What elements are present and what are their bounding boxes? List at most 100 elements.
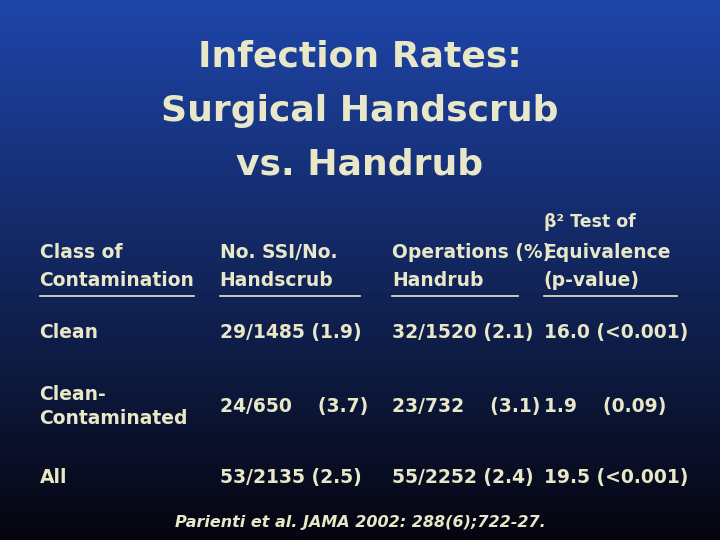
Bar [0, 347, 720, 349]
Bar [0, 443, 720, 444]
Bar [0, 223, 720, 225]
Bar [0, 464, 720, 466]
Bar [0, 358, 720, 360]
Bar [0, 313, 720, 315]
Bar [0, 50, 720, 52]
Bar [0, 522, 720, 524]
Bar [0, 369, 720, 371]
Bar [0, 444, 720, 447]
Bar [0, 282, 720, 285]
Bar [0, 72, 720, 74]
Bar [0, 171, 720, 173]
Bar [0, 108, 720, 110]
Bar [0, 511, 720, 513]
Text: Operations (%): Operations (%) [392, 243, 552, 262]
Bar [0, 238, 720, 239]
Bar [0, 113, 720, 115]
Bar [0, 320, 720, 322]
Text: Contamination: Contamination [40, 271, 194, 291]
Bar [0, 538, 720, 540]
Bar [0, 454, 720, 455]
Bar [0, 214, 720, 216]
Bar [0, 11, 720, 12]
Bar [0, 420, 720, 421]
Bar [0, 124, 720, 126]
Bar [0, 374, 720, 376]
Bar [0, 403, 720, 405]
Bar [0, 331, 720, 333]
Bar [0, 103, 720, 104]
Bar [0, 194, 720, 196]
Bar [0, 304, 720, 306]
Bar [0, 130, 720, 131]
Bar [0, 412, 720, 414]
Bar [0, 272, 720, 274]
Bar [0, 18, 720, 20]
Text: All: All [40, 468, 67, 488]
Bar [0, 299, 720, 301]
Bar [0, 491, 720, 493]
Bar [0, 407, 720, 409]
Bar [0, 193, 720, 194]
Text: (p-value): (p-value) [544, 271, 639, 291]
Bar [0, 76, 720, 77]
Bar [0, 112, 720, 113]
Bar [0, 457, 720, 459]
Bar [0, 479, 720, 481]
Text: β² Test of: β² Test of [544, 213, 635, 232]
Bar [0, 430, 720, 432]
Bar [0, 441, 720, 443]
Bar [0, 83, 720, 85]
Bar [0, 306, 720, 308]
Bar [0, 268, 720, 270]
Bar [0, 79, 720, 81]
Bar [0, 356, 720, 358]
Bar [0, 228, 720, 231]
Text: vs. Handrub: vs. Handrub [236, 148, 484, 181]
Bar [0, 123, 720, 124]
Text: 16.0 (<0.001): 16.0 (<0.001) [544, 322, 688, 342]
Bar [0, 167, 720, 169]
Bar [0, 439, 720, 441]
Bar [0, 502, 720, 504]
Bar [0, 427, 720, 428]
Bar [0, 394, 720, 396]
Bar [0, 336, 720, 339]
Bar [0, 529, 720, 531]
Bar [0, 66, 720, 69]
Bar [0, 344, 720, 346]
Bar [0, 110, 720, 112]
Bar [0, 524, 720, 525]
Bar [0, 191, 720, 193]
Bar [0, 349, 720, 351]
Text: 24/650    (3.7): 24/650 (3.7) [220, 397, 368, 416]
Bar [0, 29, 720, 31]
Bar [0, 322, 720, 324]
Bar [0, 434, 720, 436]
Bar [0, 142, 720, 144]
Bar [0, 317, 720, 319]
Bar [0, 120, 720, 123]
Bar [0, 319, 720, 320]
Bar [0, 234, 720, 236]
Bar [0, 101, 720, 103]
Text: Class of: Class of [40, 243, 122, 262]
Bar [0, 288, 720, 290]
Bar [0, 495, 720, 497]
Bar [0, 281, 720, 282]
Bar [0, 328, 720, 329]
Bar [0, 498, 720, 501]
Bar [0, 509, 720, 511]
Bar [0, 99, 720, 101]
Bar [0, 309, 720, 312]
Bar [0, 155, 720, 157]
Bar [0, 180, 720, 182]
Bar [0, 250, 720, 252]
Bar [0, 366, 720, 367]
Bar [0, 452, 720, 454]
Bar [0, 81, 720, 83]
Bar [0, 178, 720, 180]
Bar [0, 232, 720, 234]
Bar [0, 162, 720, 164]
Text: 19.5 (<0.001): 19.5 (<0.001) [544, 468, 688, 488]
